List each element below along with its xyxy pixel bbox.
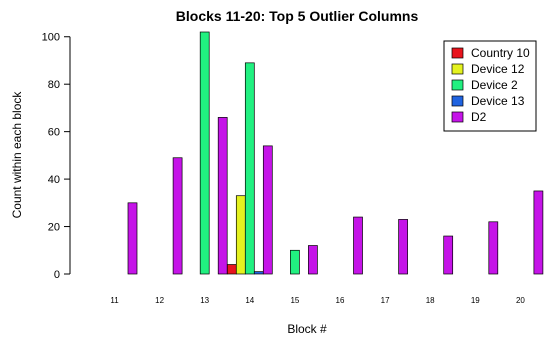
legend-label: Country 10: [471, 46, 530, 60]
y-tick-label: 40: [48, 174, 60, 186]
bar-d2-block-20: [533, 190, 544, 275]
legend-label: D2: [471, 110, 487, 124]
bar-device-2-block-15: [290, 249, 300, 275]
x-tick-label: 15: [290, 296, 299, 305]
bar-d2-block-15: [308, 245, 318, 275]
bar-d2-block-11: [127, 202, 138, 275]
bar-d2-block-14: [262, 145, 273, 275]
legend-label: Device 12: [471, 62, 525, 76]
legend-label: Device 2: [471, 78, 518, 92]
x-tick-label: 18: [426, 296, 435, 305]
chart-title: Blocks 11-20: Top 5 Outlier Columns: [176, 8, 419, 24]
x-tick-label: 11: [110, 296, 119, 305]
x-axis-label: Block #: [287, 322, 327, 336]
bar-d2-block-19: [488, 221, 499, 275]
x-tick-label: 13: [200, 296, 209, 305]
bar-device-13-block-14: [253, 271, 264, 275]
bar-d2-block-18: [443, 235, 454, 275]
bar-d2-block-17: [398, 219, 408, 275]
x-tick-label: 12: [155, 296, 164, 305]
legend-swatch: [451, 79, 464, 91]
bar-device-2-block-14: [244, 62, 255, 275]
bar-device-12-block-14: [235, 195, 246, 275]
bar-d2-block-13: [217, 117, 228, 275]
legend-swatch: [451, 95, 464, 107]
legend-label: Device 13: [471, 94, 525, 108]
bar-device-2-block-13: [199, 31, 210, 275]
y-axis: 0 20 40 60 80 100: [42, 32, 71, 281]
x-tick-label: 14: [245, 296, 254, 305]
y-tick-label: 0: [54, 269, 60, 281]
bars: [127, 31, 544, 275]
bar-d2-block-16: [353, 216, 363, 275]
x-tick-label: 17: [381, 296, 390, 305]
x-tick-label: 16: [336, 296, 345, 305]
y-axis-label: Count within each block: [10, 91, 24, 219]
legend-swatch: [451, 63, 464, 75]
legend-swatch: [451, 111, 464, 123]
x-tick-label: 19: [471, 296, 480, 305]
x-tick-label: 20: [516, 296, 525, 305]
legend-swatch: [451, 47, 464, 59]
x-axis-ticks: 11 12 13 14 15 16 17 18 19 20: [110, 296, 525, 305]
y-tick-label: 60: [48, 127, 60, 139]
bar-d2-block-12: [172, 157, 183, 275]
bar-country-10-block-14: [226, 264, 237, 275]
y-tick-label: 100: [42, 32, 60, 44]
legend: Country 10 Device 12 Device 2 Device 13 D2: [443, 40, 537, 132]
y-tick-label: 80: [48, 79, 60, 91]
y-tick-label: 20: [48, 222, 60, 234]
